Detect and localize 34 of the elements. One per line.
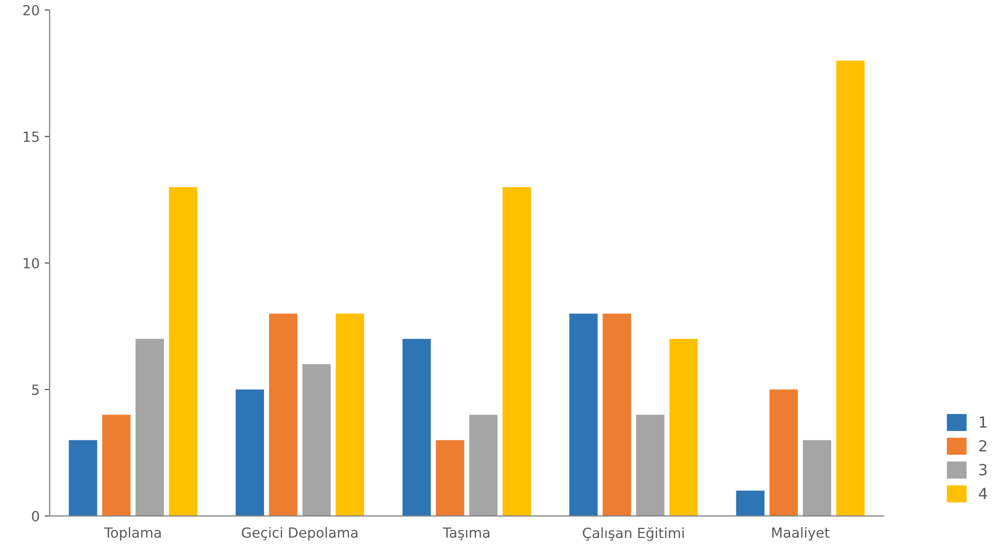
y-tick-label: 5 bbox=[32, 384, 39, 395]
bar bbox=[469, 414, 498, 516]
bar bbox=[436, 440, 464, 516]
y-tick-label: 0 bbox=[32, 510, 40, 522]
legend-label: 3 bbox=[979, 464, 987, 476]
legend-label: 4 bbox=[978, 488, 987, 500]
bar bbox=[269, 314, 298, 516]
bar bbox=[502, 187, 531, 516]
bar bbox=[769, 389, 798, 516]
x-tick-label: Taşıma bbox=[442, 528, 490, 540]
legend-label: 2 bbox=[979, 440, 986, 452]
bar bbox=[736, 490, 764, 516]
bar bbox=[402, 338, 431, 516]
y-tick-label: 20 bbox=[23, 4, 40, 16]
bar bbox=[636, 414, 664, 516]
bar bbox=[68, 440, 98, 516]
x-tick-label: Çalışan Eğitimi bbox=[582, 527, 684, 541]
bar bbox=[602, 314, 632, 516]
y-tick-label: 15 bbox=[24, 132, 39, 142]
bar bbox=[136, 338, 164, 516]
bar bbox=[802, 440, 832, 516]
y-tick-label: 10 bbox=[24, 258, 40, 268]
legend-label: 1 bbox=[980, 416, 986, 428]
bar bbox=[836, 60, 865, 516]
bar bbox=[236, 389, 264, 516]
bar bbox=[302, 364, 331, 516]
bar bbox=[168, 187, 198, 516]
x-tick-label: Geçici Depolama bbox=[242, 527, 358, 541]
x-tick-label: Toplama bbox=[104, 527, 161, 541]
x-tick-label: Maaliyet bbox=[772, 527, 830, 541]
bar bbox=[102, 414, 131, 516]
bar bbox=[669, 338, 698, 516]
bar bbox=[336, 314, 364, 516]
bar bbox=[569, 314, 598, 516]
